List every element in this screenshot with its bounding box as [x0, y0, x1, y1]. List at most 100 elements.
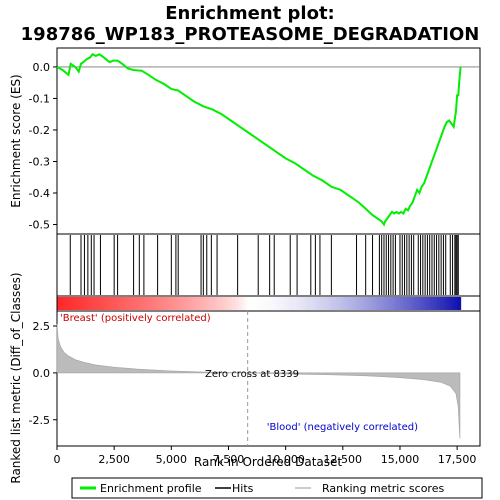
- colorbar-segment: [201, 297, 206, 310]
- es-y-tick-label: 0.0: [33, 61, 51, 74]
- colorbar-segment: [309, 297, 314, 310]
- colorbar-segment: [315, 297, 320, 310]
- colorbar-segment: [211, 297, 216, 310]
- colorbar-layer: [57, 297, 462, 310]
- colorbar-segment: [191, 297, 196, 310]
- colorbar-segment: [329, 297, 334, 310]
- neg-correlation-label: 'Blood' (negatively correlated): [267, 422, 418, 433]
- colorbar-segment: [167, 297, 172, 310]
- colorbar-segment: [194, 297, 199, 310]
- colorbar-segment: [275, 297, 280, 310]
- colorbar-segment: [423, 297, 428, 310]
- colorbar-segment: [389, 297, 394, 310]
- colorbar-segment: [268, 297, 273, 310]
- colorbar-segment: [208, 297, 213, 310]
- x-tick-label: 15,000: [381, 453, 420, 466]
- x-tick-label: 2,500: [98, 453, 130, 466]
- colorbar-segment: [198, 297, 203, 310]
- colorbar-segment: [292, 297, 297, 310]
- colorbar-segment: [178, 297, 183, 310]
- colorbar-segment: [416, 297, 421, 310]
- es-panel-frame: [56, 47, 481, 235]
- colorbar-segment: [383, 297, 388, 310]
- colorbar-segment: [70, 297, 75, 310]
- colorbar-segment: [154, 297, 159, 310]
- colorbar-segment: [420, 297, 425, 310]
- colorbar-segment: [184, 297, 189, 310]
- metric-y-tick-label: 0.0: [33, 367, 51, 380]
- chart-title-line1: Enrichment plot:: [165, 3, 335, 24]
- hits-panel-frame: [56, 233, 481, 297]
- colorbar-segment: [60, 297, 65, 310]
- colorbar-segment: [134, 297, 139, 310]
- es-axis-title: Enrichment score (ES): [9, 74, 23, 207]
- colorbar-segment: [379, 297, 384, 310]
- colorbar-segment: [218, 297, 223, 310]
- colorbar-segment: [241, 297, 246, 310]
- colorbar-segment: [406, 297, 411, 310]
- colorbar-segment: [164, 297, 169, 310]
- colorbar-segment: [339, 297, 344, 310]
- colorbar-segment: [161, 297, 166, 310]
- colorbar-segment: [265, 297, 270, 310]
- x-tick-label: 12,500: [324, 453, 363, 466]
- x-tick-label: 7,500: [213, 453, 245, 466]
- colorbar-segment: [373, 297, 378, 310]
- colorbar-segment: [319, 297, 324, 310]
- colorbar-segment: [221, 297, 226, 310]
- colorbar-segment: [453, 297, 458, 310]
- colorbar-segment: [93, 297, 98, 310]
- colorbar-segment: [326, 297, 331, 310]
- colorbar-segment: [188, 297, 193, 310]
- colorbar-segment: [127, 297, 132, 310]
- hits-layer: [69, 235, 459, 295]
- pos-correlation-label: 'Breast' (positively correlated): [60, 313, 211, 324]
- colorbar-segment: [255, 297, 260, 310]
- colorbar-segment: [245, 297, 250, 310]
- colorbar-segment: [447, 297, 452, 310]
- colorbar-segment: [174, 297, 179, 310]
- colorbar-segment: [157, 297, 162, 310]
- colorbar-segment: [90, 297, 95, 310]
- es-y-tick-label: -0.2: [29, 124, 50, 137]
- colorbar-segment: [443, 297, 448, 310]
- x-axis: 0 2,500 5,000 7,500 10,000 12,500 15,000 17,500: [54, 446, 477, 466]
- legend: Enrichment profile Hits Ranking metric sco…: [80, 482, 444, 495]
- es-profile-line: [56, 53, 462, 227]
- colorbar-segment: [63, 297, 68, 310]
- colorbar-segment: [67, 297, 72, 310]
- metric-area: [56, 324, 461, 439]
- colorbar-segment: [181, 297, 186, 310]
- colorbar-segment: [396, 297, 401, 310]
- metric-panel-frame: [56, 310, 481, 447]
- colorbar-segment: [450, 297, 455, 310]
- colorbar-segment: [295, 297, 300, 310]
- colorbar-segment: [386, 297, 391, 310]
- colorbar-segment: [312, 297, 317, 310]
- x-tick-label: 10,000: [266, 453, 305, 466]
- colorbar-segment: [107, 297, 112, 310]
- legend-label: Ranking metric scores: [322, 482, 444, 495]
- colorbar-segment: [252, 297, 257, 310]
- colorbar-segment: [83, 297, 88, 310]
- x-tick-label: 17,500: [438, 453, 477, 466]
- x-tick-label: 5,000: [156, 453, 188, 466]
- colorbar-segment: [100, 297, 105, 310]
- colorbar-segment: [299, 297, 304, 310]
- colorbar-segment: [342, 297, 347, 310]
- zero-cross-label: Zero cross at 8339: [205, 369, 299, 380]
- es-layer: 0.0 -0.1 -0.2 -0.3 -0.4 -0.5: [29, 53, 480, 232]
- colorbar-segment: [440, 297, 445, 310]
- x-tick-label: 0: [54, 453, 61, 466]
- colorbar-segment: [282, 297, 287, 310]
- colorbar-segment: [151, 297, 156, 310]
- colorbar-segment: [97, 297, 102, 310]
- metric-y-tick-label: -2.5: [29, 414, 50, 427]
- es-y-tick-label: -0.3: [29, 155, 50, 168]
- colorbar-segment: [130, 297, 135, 310]
- colorbar-segment: [430, 297, 435, 310]
- colorbar-segment: [272, 297, 277, 310]
- colorbar-segment: [322, 297, 327, 310]
- colorbar-segment: [248, 297, 253, 310]
- colorbar-segment: [87, 297, 92, 310]
